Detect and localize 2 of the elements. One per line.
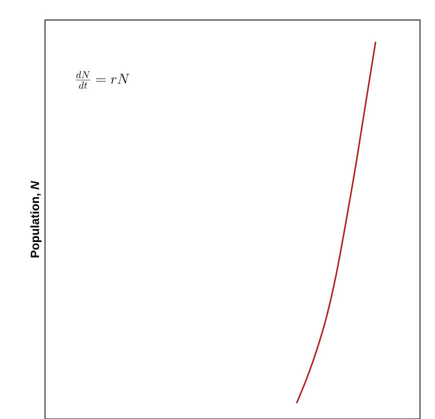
y-axis-title: Population, N xyxy=(30,180,42,258)
annotation: $\frac{dN}{dt}=rN$ xyxy=(76,71,130,89)
